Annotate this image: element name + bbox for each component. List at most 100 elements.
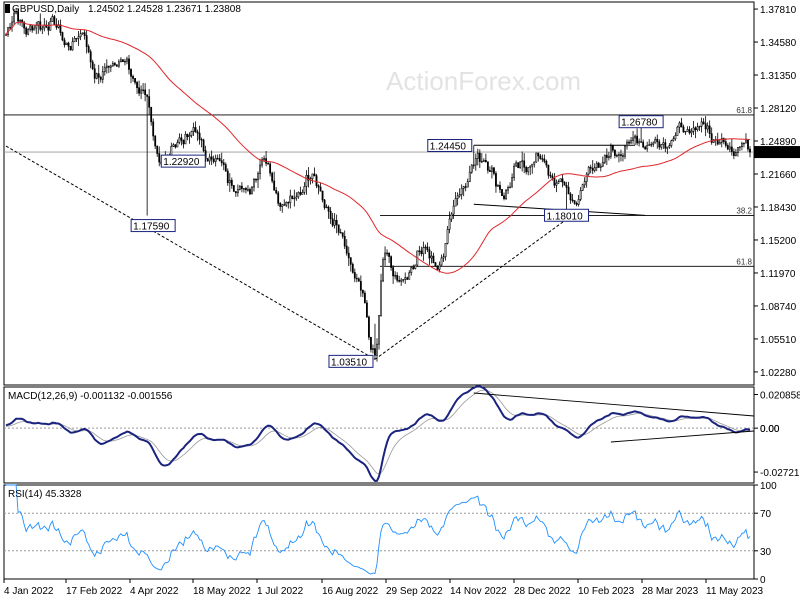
candle-body xyxy=(734,152,737,156)
candle-body xyxy=(460,188,463,195)
candle-body xyxy=(279,203,282,207)
candle-body xyxy=(122,59,124,62)
candle-body xyxy=(81,32,84,35)
candle-body xyxy=(170,146,173,156)
candle-body xyxy=(247,189,249,191)
macd-title: MACD(12,26,9) -0.001132 -0.001556 xyxy=(8,391,173,402)
candle-body xyxy=(484,159,487,163)
candle-body xyxy=(668,145,671,148)
candle-body xyxy=(507,187,509,191)
macd-last-value: 0.00 xyxy=(760,424,780,435)
candle-body xyxy=(458,194,461,197)
candle-body xyxy=(188,135,191,138)
candle-body xyxy=(194,127,197,133)
price-label-text-3: 1.24450 xyxy=(430,141,467,152)
candle-body xyxy=(533,161,536,165)
fib-level-label-2: 61.8 xyxy=(736,257,752,266)
price-tick-label-6: 1.18430 xyxy=(760,203,797,214)
candle-body xyxy=(412,267,415,270)
candle-body xyxy=(519,161,522,168)
candle-body xyxy=(628,141,630,144)
ohlc-values: 1.24502 1.24528 1.23671 1.23808 xyxy=(88,4,241,15)
candle-body xyxy=(289,195,292,203)
candle-body xyxy=(597,162,600,168)
candle-body xyxy=(486,161,489,171)
candle-body xyxy=(257,173,259,181)
candle-body xyxy=(632,137,634,141)
candle-body xyxy=(174,144,177,148)
candle-body xyxy=(482,159,485,162)
candle-body xyxy=(624,145,626,157)
candle-body xyxy=(107,65,110,68)
candle-body xyxy=(224,164,227,172)
candle-body xyxy=(172,144,175,147)
candle-body xyxy=(749,148,751,153)
price-label-box-4 xyxy=(544,208,590,222)
candle-body xyxy=(599,165,602,168)
candle-body xyxy=(366,302,368,318)
candle-body xyxy=(19,19,22,22)
x-tick-label-4: 1 Jul 2022 xyxy=(257,586,304,597)
candle-body xyxy=(335,220,338,226)
candle-body xyxy=(676,126,679,136)
candle-body xyxy=(491,167,493,172)
price-tick-label-0: 1.37810 xyxy=(760,5,797,16)
panel-frame-3 xyxy=(3,484,755,580)
candle-body xyxy=(263,158,265,161)
candle-body xyxy=(638,141,641,144)
candle-body xyxy=(743,142,745,145)
candle-body xyxy=(267,163,270,165)
candle-body xyxy=(591,167,594,171)
candle-body xyxy=(724,141,727,146)
candle-body xyxy=(29,25,32,30)
candle-body xyxy=(609,145,612,157)
candle-body xyxy=(573,200,576,204)
candle-body xyxy=(339,232,342,234)
candle-body xyxy=(13,12,15,23)
candle-body xyxy=(700,121,703,127)
candle-body xyxy=(662,142,665,145)
candle-body xyxy=(277,192,280,204)
candle-body xyxy=(488,170,491,172)
candle-body xyxy=(210,156,213,160)
candle-body xyxy=(478,152,481,162)
candle-body xyxy=(370,336,372,350)
candle-body xyxy=(315,175,318,187)
candle-body xyxy=(128,58,130,70)
candle-body xyxy=(521,160,524,163)
candle-body xyxy=(61,32,64,41)
candle-body xyxy=(303,186,306,193)
candle-body xyxy=(529,165,532,168)
candle-body xyxy=(563,181,566,186)
x-tick-label-9: 10 Feb 2023 xyxy=(578,586,635,597)
price-label-box-3 xyxy=(427,138,473,152)
candle-body xyxy=(620,154,622,156)
candle-body xyxy=(124,60,126,63)
candle-body xyxy=(708,125,711,134)
candle-body xyxy=(480,160,483,163)
candle-body xyxy=(97,73,100,78)
price-label-box-0 xyxy=(160,154,206,168)
candle-body xyxy=(408,272,411,280)
candle-body xyxy=(118,61,120,67)
candle-body xyxy=(93,68,96,79)
candle-body xyxy=(259,164,261,174)
candle-body xyxy=(722,138,725,142)
candle-body xyxy=(664,142,667,149)
candle-body xyxy=(420,250,423,255)
price-tick-label-8: 1.11970 xyxy=(760,269,796,280)
candle-body xyxy=(543,158,546,162)
candle-body xyxy=(634,135,636,139)
candle-body xyxy=(456,195,459,199)
candle-body xyxy=(747,139,749,150)
candle-body xyxy=(136,82,138,89)
candle-body xyxy=(111,63,114,67)
candle-body xyxy=(115,64,118,67)
price-label-text-0: 1.22920 xyxy=(163,157,200,168)
candle-body xyxy=(706,125,709,130)
moving-average-line xyxy=(5,21,751,274)
candle-body xyxy=(243,188,245,190)
candle-body xyxy=(736,147,739,153)
price-tick-label-1: 1.34580 xyxy=(760,38,797,49)
candle-body xyxy=(527,167,530,173)
